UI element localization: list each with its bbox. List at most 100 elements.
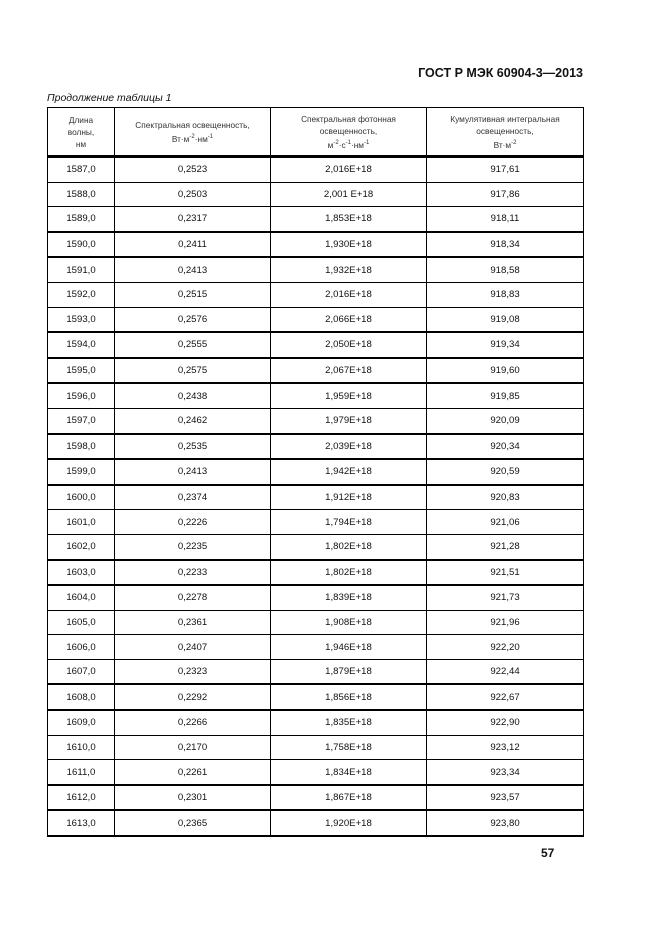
cell-cumulative-irradiance: 922,90 [426,709,584,736]
table-row: 1596,0 0,2438 1,959E+18 919,85 [47,382,584,409]
cell-spectral-irradiance: 0,2278 [114,584,271,611]
cell-photon-irradiance: 1,879E+18 [270,658,427,686]
cell-cumulative-irradiance: 921,06 [426,509,584,535]
cell-photon-irradiance: 1,794E+18 [270,509,427,535]
cell-wavelength: 1599,0 [47,458,115,486]
table-row: 1591,0 0,2413 1,932E+18 918,58 [47,256,584,283]
cell-cumulative-irradiance: 918,58 [426,256,584,283]
cell-photon-irradiance: 1,959E+18 [270,382,427,409]
cell-photon-irradiance: 1,839E+18 [270,584,427,611]
unit-exponent: -2 [333,139,339,146]
table-row: 1610,0 0,2170 1,758E+18 923,12 [47,734,584,761]
cell-wavelength: 1613,0 [47,809,115,838]
cell-photon-irradiance: 1,835E+18 [270,709,427,736]
cell-wavelength: 1591,0 [47,256,115,283]
cell-cumulative-irradiance: 922,67 [426,683,584,712]
cell-spectral-irradiance: 0,2323 [114,658,271,686]
cell-wavelength: 1587,0 [47,156,115,183]
cell-cumulative-irradiance: 922,20 [426,634,584,660]
cell-spectral-irradiance: 0,2170 [114,734,271,761]
cell-photon-irradiance: 2,050E+18 [270,331,427,359]
table-row: 1602,0 0,2235 1,802E+18 921,28 [47,533,584,561]
cell-cumulative-irradiance: 917,86 [426,181,584,208]
table-row: 1605,0 0,2361 1,908E+18 921,96 [47,609,584,636]
table-row: 1598,0 0,2535 2,039E+18 920,34 [47,433,584,461]
table-row: 1607,0 0,2323 1,879E+18 922,44 [47,658,584,686]
cell-spectral-irradiance: 0,2503 [114,181,271,208]
header-line: Спектральная фотонная [301,113,396,124]
cell-photon-irradiance: 1,946E+18 [270,634,427,660]
cell-photon-irradiance: 1,908E+18 [270,609,427,636]
cell-spectral-irradiance: 0,2515 [114,281,271,308]
cell-spectral-irradiance: 0,2407 [114,634,271,660]
cell-wavelength: 1594,0 [47,331,115,359]
cell-photon-irradiance: 2,001 E+18 [270,181,427,208]
cell-wavelength: 1600,0 [47,484,115,511]
table-row: 1606,0 0,2407 1,946E+18 922,20 [47,634,584,660]
cell-cumulative-irradiance: 921,96 [426,609,584,636]
cell-spectral-irradiance: 0,2292 [114,683,271,712]
unit-text: ·нм [194,133,208,144]
cell-spectral-irradiance: 0,2575 [114,357,271,385]
cell-spectral-irradiance: 0,2413 [114,458,271,486]
cell-cumulative-irradiance: 920,83 [426,484,584,511]
table-row: 1601,0 0,2226 1,794E+18 921,06 [47,509,584,535]
cell-spectral-irradiance: 0,2261 [114,759,271,786]
cell-spectral-irradiance: 0,2226 [114,509,271,535]
page-number: 57 [541,846,555,860]
cell-spectral-irradiance: 0,2523 [114,156,271,183]
cell-cumulative-irradiance: 919,34 [426,331,584,359]
cell-cumulative-irradiance: 920,59 [426,458,584,486]
table-row: 1613,0 0,2365 1,920E+18 923,80 [47,809,584,838]
cell-spectral-irradiance: 0,2555 [114,331,271,359]
cell-cumulative-irradiance: 923,80 [426,809,584,838]
cell-photon-irradiance: 1,834E+18 [270,759,427,786]
cell-photon-irradiance: 2,066E+18 [270,306,427,334]
header-line: освещенность, [319,125,378,136]
cell-wavelength: 1601,0 [47,509,115,535]
header-unit: м-2·с-1·нм-1 [271,137,426,151]
table-row: 1609,0 0,2266 1,835E+18 922,90 [47,709,584,736]
table-row: 1599,0 0,2413 1,942E+18 920,59 [47,458,584,486]
unit-exponent: -1 [345,139,351,146]
unit-exponent: -1 [364,139,370,146]
unit-text: м [327,139,334,150]
unit-exponent: -1 [207,133,214,140]
table-row: 1604,0 0,2278 1,839E+18 921,73 [47,584,584,611]
cell-wavelength: 1603,0 [47,559,115,587]
unit-exponent: -2 [511,139,517,146]
cell-photon-irradiance: 1,802E+18 [270,533,427,561]
cell-cumulative-irradiance: 921,73 [426,584,584,611]
cell-cumulative-irradiance: 919,60 [426,357,584,385]
cell-wavelength: 1610,0 [47,734,115,761]
cell-spectral-irradiance: 0,2535 [114,433,271,461]
header-unit: Вт·м-2 [427,137,583,151]
header-line: нм [75,138,87,149]
cell-wavelength: 1604,0 [47,584,115,611]
cell-cumulative-irradiance: 922,44 [426,658,584,686]
cell-photon-irradiance: 1,867E+18 [270,784,427,812]
cell-spectral-irradiance: 0,2317 [114,206,271,233]
cell-photon-irradiance: 1,758E+18 [270,734,427,761]
unit-text: Вт·м [493,139,512,150]
unit-text: ·нм [350,139,365,150]
header-unit: Вт·м-2·нм-1 [115,131,270,145]
cell-cumulative-irradiance: 921,51 [426,559,584,587]
cell-wavelength: 1605,0 [47,609,115,636]
cell-photon-irradiance: 2,039E+18 [270,433,427,461]
cell-photon-irradiance: 1,853E+18 [270,206,427,233]
cell-cumulative-irradiance: 923,34 [426,759,584,786]
table-row: 1589,0 0,2317 1,853E+18 918,11 [47,206,584,233]
cell-wavelength: 1597,0 [47,407,115,435]
cell-photon-irradiance: 1,912E+18 [270,484,427,511]
cell-spectral-irradiance: 0,2413 [114,256,271,283]
cell-photon-irradiance: 1,942E+18 [270,458,427,486]
cell-spectral-irradiance: 0,2576 [114,306,271,334]
cell-cumulative-irradiance: 923,12 [426,734,584,761]
table-row: 1590,0 0,2411 1,930E+18 918,34 [47,231,584,259]
table-row: 1612,0 0,2301 1,867E+18 923,57 [47,784,584,812]
cell-cumulative-irradiance: 919,85 [426,382,584,409]
cell-photon-irradiance: 1,802E+18 [270,559,427,587]
table-row: 1608,0 0,2292 1,856E+18 922,67 [47,683,584,712]
cell-wavelength: 1592,0 [47,281,115,308]
